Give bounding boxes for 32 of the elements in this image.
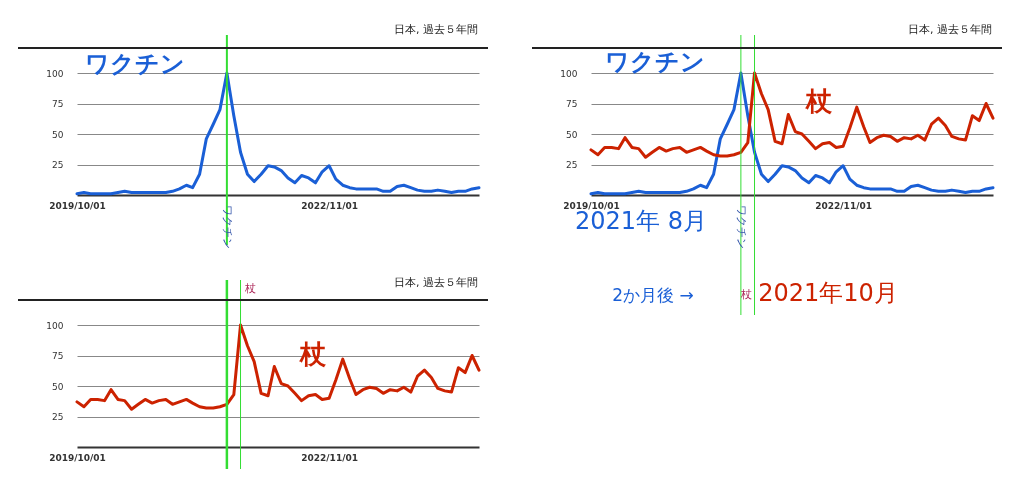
text: 日本, 過去５年間 [908,23,992,36]
series-label: ワクチン [85,50,185,78]
x-tick-label: 2019/10/01 [49,452,106,463]
y-tick-label: 75 [566,99,578,109]
ref-line-label: 杖 [243,282,256,295]
y-tick-label: 25 [52,412,64,422]
ref-line-label: ワクチン [220,205,234,249]
x-tick-label: 2022/11/01 [301,200,358,211]
y-tick-label: 75 [52,351,64,361]
y-tick-label: 50 [566,129,578,140]
x-tick-label: 2022/11/01 [815,200,872,211]
y-tick-label: 100 [46,68,64,79]
text: 2か月後 → [612,285,694,305]
x-tick-label: 2022/11/01 [301,452,358,463]
y-tick-label: 75 [52,99,64,109]
ref-line-label: 杖 [739,288,752,301]
x-tick-label: 2019/10/01 [49,200,106,211]
text: 日本, 過去５年間 [394,23,478,36]
y-tick-label: 50 [52,381,64,392]
series-label: 杖 [805,86,833,116]
text: 2021年10月 [758,279,898,307]
y-tick-label: 100 [560,68,578,79]
series-label: 杖 [299,339,327,369]
ref-line-label: ワクチン [734,205,748,249]
y-tick-label: 25 [52,160,64,170]
series-label: ワクチン [605,48,705,76]
y-tick-label: 50 [52,129,64,140]
text: 日本, 過去５年間 [394,276,478,289]
x-tick-label: 2019/10/01 [563,200,620,211]
y-tick-label: 25 [566,160,578,170]
y-tick-label: 100 [46,320,64,331]
line-series [75,323,481,411]
